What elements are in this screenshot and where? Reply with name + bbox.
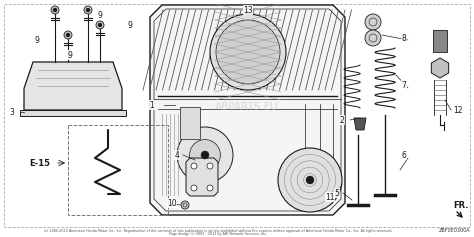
Circle shape xyxy=(84,6,92,14)
Polygon shape xyxy=(431,58,449,78)
Text: 7: 7 xyxy=(401,81,406,90)
Text: (c) 2000-2013 American Honda Motor Co., Inc. Reproduction of the contents of thi: (c) 2000-2013 American Honda Motor Co., … xyxy=(44,229,392,233)
Circle shape xyxy=(365,14,381,30)
Text: 13: 13 xyxy=(243,5,253,14)
Text: ABPARTS.EU: ABPARTS.EU xyxy=(215,102,278,112)
Circle shape xyxy=(278,148,342,212)
Circle shape xyxy=(306,176,314,184)
Circle shape xyxy=(51,6,59,14)
Polygon shape xyxy=(354,118,366,130)
Circle shape xyxy=(181,201,189,209)
Text: 8: 8 xyxy=(401,33,406,42)
Circle shape xyxy=(98,23,102,27)
Text: 9: 9 xyxy=(128,20,132,29)
Text: 3: 3 xyxy=(9,108,14,117)
Text: 6: 6 xyxy=(401,150,406,160)
Text: 9: 9 xyxy=(68,50,73,59)
Polygon shape xyxy=(24,62,122,110)
Text: 5: 5 xyxy=(335,188,339,197)
Circle shape xyxy=(207,185,213,191)
Circle shape xyxy=(191,185,197,191)
Text: Page design (c) 2003 - 2013 by ARI Network Services, Inc.: Page design (c) 2003 - 2013 by ARI Netwo… xyxy=(169,232,267,236)
Text: FR.: FR. xyxy=(453,201,468,210)
Text: 4: 4 xyxy=(174,150,180,160)
Circle shape xyxy=(190,140,220,170)
Circle shape xyxy=(64,31,72,39)
Polygon shape xyxy=(180,107,200,139)
Circle shape xyxy=(216,20,280,84)
Bar xyxy=(20,110,126,116)
Circle shape xyxy=(53,8,57,12)
Circle shape xyxy=(66,33,70,37)
Text: 1: 1 xyxy=(150,100,155,109)
Circle shape xyxy=(210,14,286,90)
Bar xyxy=(433,30,447,52)
Text: 10: 10 xyxy=(167,199,177,208)
Text: 2: 2 xyxy=(340,115,345,124)
Text: 9: 9 xyxy=(98,10,102,19)
Circle shape xyxy=(365,30,381,46)
Text: 12: 12 xyxy=(453,105,463,114)
Polygon shape xyxy=(150,5,345,215)
Bar xyxy=(68,125,168,215)
Circle shape xyxy=(177,127,233,183)
Circle shape xyxy=(86,8,90,12)
Text: 11: 11 xyxy=(325,192,335,201)
Text: ZBF0E0300A: ZBF0E0300A xyxy=(438,228,470,233)
Polygon shape xyxy=(186,158,218,196)
Text: 9: 9 xyxy=(35,36,39,45)
Circle shape xyxy=(207,163,213,169)
Text: E-15: E-15 xyxy=(29,159,51,168)
Circle shape xyxy=(191,163,197,169)
Circle shape xyxy=(96,21,104,29)
Circle shape xyxy=(201,151,209,159)
